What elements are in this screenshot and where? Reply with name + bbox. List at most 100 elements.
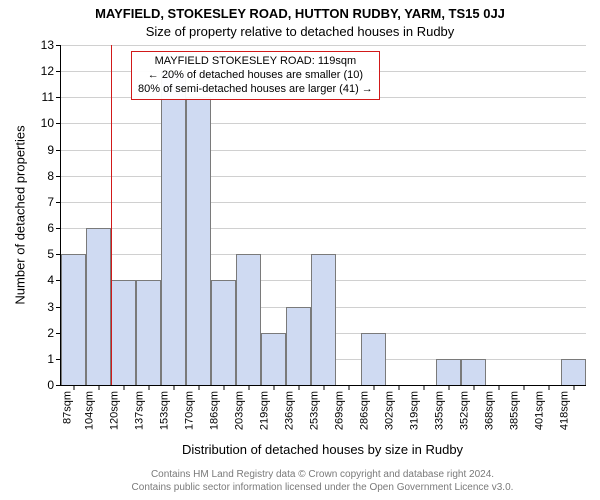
x-tick-label: 319sqm	[408, 391, 420, 430]
annotation-line: ← 20% of detached houses are smaller (10…	[138, 69, 373, 83]
x-tick-mark	[573, 385, 574, 390]
x-tick-mark	[323, 385, 324, 390]
attribution-footer: Contains HM Land Registry data © Crown c…	[60, 469, 585, 494]
y-tick-label: 0	[47, 378, 54, 392]
y-tick-mark	[56, 176, 61, 177]
x-axis-label: Distribution of detached houses by size …	[60, 442, 585, 457]
gridline	[61, 228, 586, 229]
x-tick-mark	[273, 385, 274, 390]
x-tick-mark	[173, 385, 174, 390]
x-tick-mark	[123, 385, 124, 390]
y-tick-label: 7	[47, 195, 54, 209]
y-axis-label: Number of detached properties	[13, 125, 28, 304]
y-tick-label: 9	[47, 143, 54, 157]
y-tick-mark	[56, 202, 61, 203]
x-tick-label: 269sqm	[333, 391, 345, 430]
reference-line	[111, 45, 112, 385]
gridline	[61, 45, 586, 46]
y-tick-mark	[56, 123, 61, 124]
y-axis-ticks: 012345678910111213	[32, 45, 56, 385]
footer-line-2: Contains public sector information licen…	[60, 482, 585, 495]
x-tick-label: 104sqm	[83, 391, 95, 430]
histogram-bar	[86, 228, 111, 385]
x-tick-mark	[423, 385, 424, 390]
gridline	[61, 123, 586, 124]
y-tick-label: 6	[47, 221, 54, 235]
x-tick-mark	[198, 385, 199, 390]
x-tick-mark	[298, 385, 299, 390]
x-tick-label: 219sqm	[258, 391, 270, 430]
y-tick-mark	[56, 385, 61, 386]
gridline	[61, 202, 586, 203]
x-tick-mark	[498, 385, 499, 390]
annotation-line: MAYFIELD STOKESLEY ROAD: 119sqm	[138, 55, 373, 69]
y-tick-label: 11	[42, 90, 54, 104]
x-tick-label: 120sqm	[108, 391, 120, 430]
histogram-bar	[261, 333, 286, 385]
x-tick-mark	[373, 385, 374, 390]
annotation-line: 80% of semi-detached houses are larger (…	[138, 83, 373, 97]
y-tick-label: 12	[41, 64, 54, 78]
chart-title-sub: Size of property relative to detached ho…	[0, 24, 600, 39]
x-tick-label: 153sqm	[158, 391, 170, 430]
x-tick-mark	[523, 385, 524, 390]
histogram-bar	[61, 254, 86, 385]
histogram-bar	[211, 280, 236, 385]
histogram-bar	[311, 254, 336, 385]
plot-area: 87sqm104sqm120sqm137sqm153sqm170sqm186sq…	[60, 45, 585, 385]
annotation-box: MAYFIELD STOKESLEY ROAD: 119sqm← 20% of …	[131, 51, 380, 100]
y-axis-label-container: Number of detached properties	[10, 45, 30, 385]
x-tick-mark	[398, 385, 399, 390]
x-tick-label: 368sqm	[483, 391, 495, 430]
x-tick-mark	[548, 385, 549, 390]
x-tick-label: 87sqm	[61, 391, 73, 424]
x-tick-mark	[248, 385, 249, 390]
gridline	[61, 150, 586, 151]
histogram-bar	[361, 333, 386, 385]
histogram-bar	[186, 97, 211, 385]
y-tick-label: 3	[47, 300, 54, 314]
footer-line-1: Contains HM Land Registry data © Crown c…	[60, 469, 585, 482]
x-tick-label: 385sqm	[508, 391, 520, 430]
histogram-bar	[136, 280, 161, 385]
histogram-bar	[111, 280, 136, 385]
x-tick-mark	[223, 385, 224, 390]
x-tick-mark	[448, 385, 449, 390]
x-tick-mark	[98, 385, 99, 390]
y-tick-mark	[56, 45, 61, 46]
chart-title-main: MAYFIELD, STOKESLEY ROAD, HUTTON RUDBY, …	[0, 6, 600, 21]
histogram-bar	[561, 359, 586, 385]
y-tick-label: 13	[41, 38, 54, 52]
histogram-bar	[236, 254, 261, 385]
x-tick-label: 286sqm	[358, 391, 370, 430]
x-tick-mark	[73, 385, 74, 390]
x-tick-mark	[148, 385, 149, 390]
y-tick-mark	[56, 228, 61, 229]
x-tick-label: 352sqm	[458, 391, 470, 430]
x-tick-label: 203sqm	[233, 391, 245, 430]
x-tick-label: 170sqm	[183, 391, 195, 430]
histogram-bar	[461, 359, 486, 385]
y-tick-mark	[56, 97, 61, 98]
x-tick-label: 186sqm	[208, 391, 220, 430]
gridline	[61, 176, 586, 177]
y-tick-label: 8	[47, 169, 54, 183]
plot-canvas: 87sqm104sqm120sqm137sqm153sqm170sqm186sq…	[60, 45, 586, 386]
x-tick-label: 335sqm	[433, 391, 445, 430]
y-tick-label: 2	[47, 326, 54, 340]
y-tick-label: 4	[47, 273, 54, 287]
histogram-bar	[161, 71, 186, 385]
x-tick-label: 418sqm	[558, 391, 570, 430]
x-tick-mark	[348, 385, 349, 390]
chart-root: MAYFIELD, STOKESLEY ROAD, HUTTON RUDBY, …	[0, 0, 600, 500]
y-tick-label: 5	[47, 247, 54, 261]
y-tick-mark	[56, 150, 61, 151]
histogram-bar	[286, 307, 311, 385]
y-tick-label: 1	[47, 352, 54, 366]
x-tick-mark	[473, 385, 474, 390]
y-tick-mark	[56, 71, 61, 72]
x-tick-label: 137sqm	[133, 391, 145, 430]
x-tick-label: 302sqm	[383, 391, 395, 430]
histogram-bar	[436, 359, 461, 385]
x-tick-label: 236sqm	[283, 391, 295, 430]
